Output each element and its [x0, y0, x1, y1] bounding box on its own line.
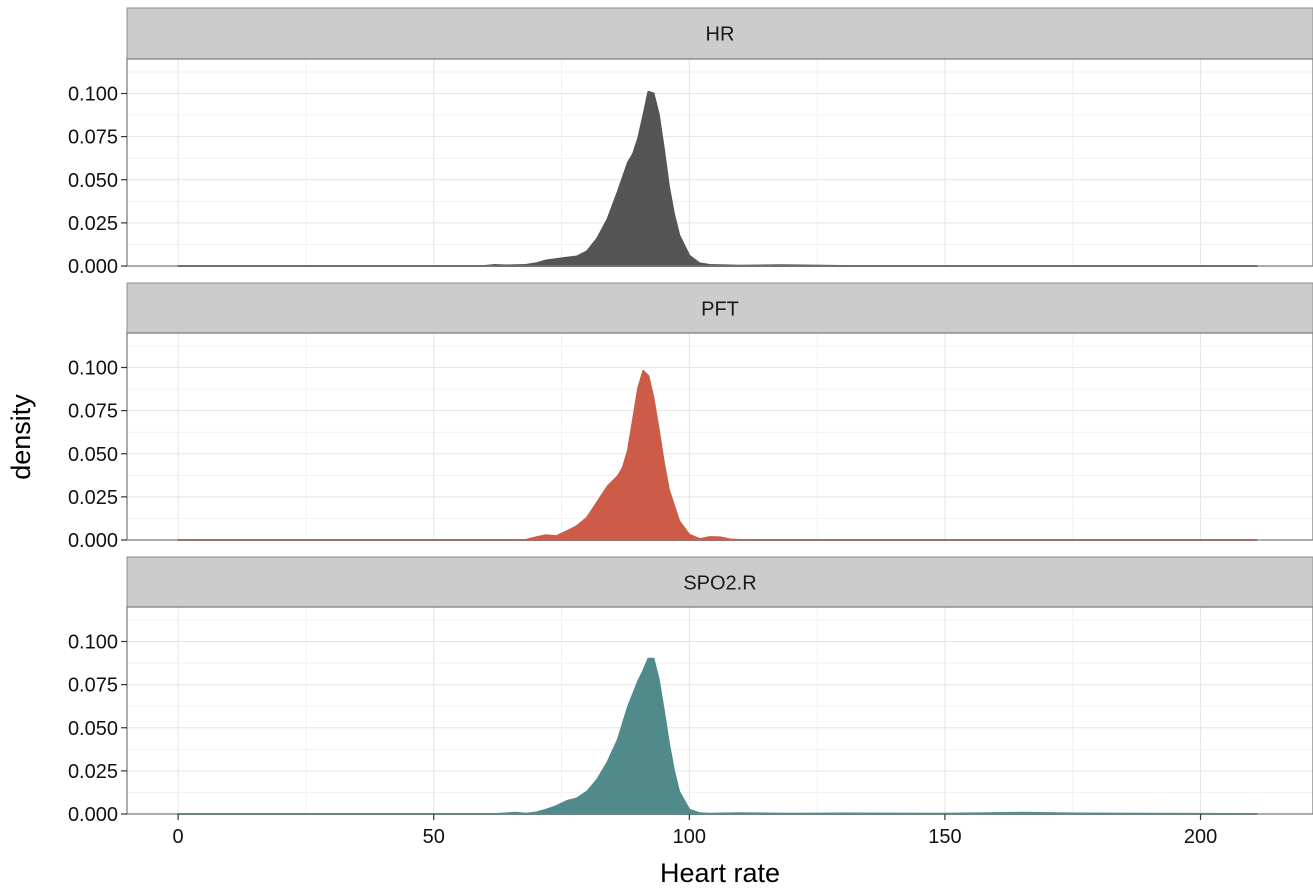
y-tick-label: 0.075 [68, 675, 118, 697]
y-tick-label: 0.050 [68, 718, 118, 740]
panel-background [127, 607, 1313, 814]
facet-strip [126, 282, 1313, 335]
facet-strip-label: SPO2.R [683, 573, 756, 595]
facet-strip-label: PFT [701, 299, 739, 321]
y-tick-label: 0.000 [68, 256, 118, 278]
x-tick-label: 50 [423, 826, 445, 848]
x-tick-label: 0 [173, 826, 184, 848]
y-tick-label: 0.100 [68, 358, 118, 380]
y-axis-title: density [6, 394, 36, 480]
panel-background [127, 59, 1313, 266]
facet-strip [126, 556, 1313, 609]
y-tick-label: 0.000 [68, 530, 118, 552]
y-tick-label: 0.025 [68, 487, 118, 509]
facet-strip [126, 7, 1313, 60]
y-tick-label: 0.025 [68, 761, 118, 783]
panel-background [127, 333, 1313, 540]
density-area-hr [177, 90, 1258, 267]
x-tick-label: 150 [928, 826, 961, 848]
y-tick-label: 0.025 [68, 213, 118, 235]
y-tick-label: 0.050 [68, 444, 118, 466]
y-tick-label: 0.075 [68, 401, 118, 423]
y-tick-label: 0.100 [68, 84, 118, 106]
y-tick-label: 0.100 [68, 632, 118, 654]
panel-border [126, 606, 1313, 815]
facet-strip-label: HR [706, 24, 735, 46]
panel-border [126, 58, 1313, 267]
y-tick-label: 0.050 [68, 170, 118, 192]
x-tick-label: 100 [673, 826, 706, 848]
panel-border [126, 332, 1313, 541]
x-axis-title: Heart rate [660, 858, 780, 888]
density-area-pft [177, 369, 1258, 541]
y-tick-label: 0.075 [68, 127, 118, 149]
y-tick-label: 0.000 [68, 804, 118, 826]
x-tick-label: 200 [1184, 826, 1217, 848]
